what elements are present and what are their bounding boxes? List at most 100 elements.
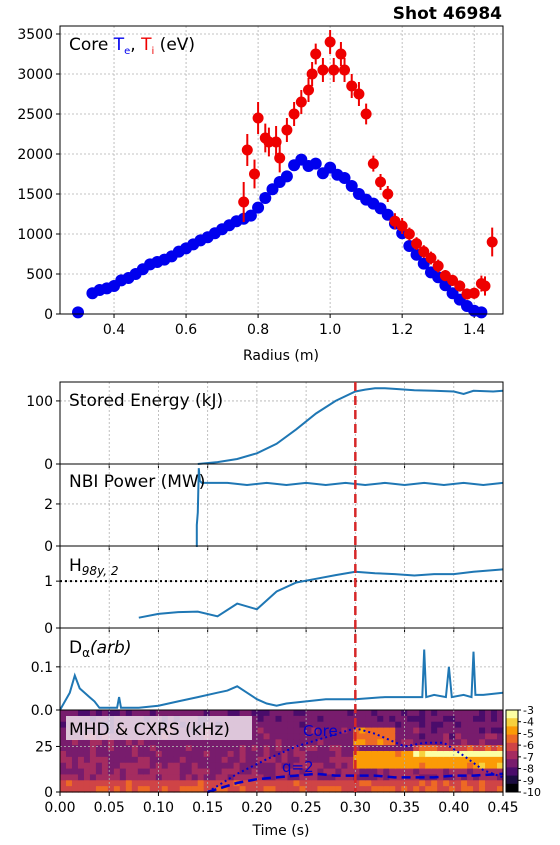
spectrogram-cell [107,762,115,770]
spectrogram-cell [491,733,498,740]
spectrogram-cell [455,762,462,770]
spectrogram-cell [227,745,235,752]
spectrogram-cell [287,745,295,752]
spectrogram-cell [179,762,187,770]
spectrogram-cell [419,727,426,735]
spectrogram-cell [245,786,253,793]
colorbar-tick-label: -7 [523,751,534,764]
spectrogram-cell [377,745,384,752]
nbi-title: NBI Power (MW) [69,472,205,492]
ti-point [303,84,315,96]
spectrogram-cell [293,710,301,717]
spectrogram-cell [287,727,295,735]
spectrogram-cell [191,745,199,752]
ti-point [306,68,318,80]
spectrogram-cell [341,715,348,723]
spectrogram-cell [299,710,307,717]
spectrogram-cell [197,786,205,793]
x-tick-label: 1.2 [391,322,413,338]
spectrogram-cell [107,751,115,758]
spectrogram-cell [95,739,103,746]
spectrogram-cell [197,739,205,746]
spectrogram-cell [335,756,342,764]
spectrogram-cell [83,751,91,758]
spectrogram-cell [329,745,336,752]
spectrogram-cell [143,710,151,717]
spectrogram-cell [317,768,325,776]
spectrogram-cell [461,739,468,746]
spectrogram-cell [191,786,199,793]
spectrogram-cell [425,745,432,752]
spectrogram-cell [401,710,408,717]
spectrogram-cell [311,780,319,787]
spectrogram-cell [65,786,73,793]
spectrogram-cell [479,768,486,776]
y-tick-label: 0 [44,457,53,473]
spectrogram-cell [239,756,247,764]
spectrogram-cell [179,739,187,746]
spectrogram-cell [419,745,426,752]
spectrogram-cell [449,774,456,781]
spectrogram-cell [311,768,319,776]
spectrogram-cell [437,733,444,740]
stored-energy-line [197,387,504,465]
spectrogram-cell [359,739,366,746]
spectrogram-cell [419,756,426,764]
spectrogram-cell [251,786,259,793]
ti-point [317,64,329,76]
ti-sub: i [152,46,155,57]
colorbar-segment [506,751,518,760]
spectrogram-cell [209,780,217,787]
stored-energy-panel: 0 100 Stored Energy (kJ) [26,381,504,473]
spectrogram-cell [239,751,247,758]
spectrogram-cell [323,780,330,787]
spectrogram-cell [107,739,115,746]
spectrogram-cell [413,727,420,735]
x-tick-label: 0.8 [247,322,269,338]
spectrogram-cell [293,733,301,740]
spectrogram-cell [395,710,402,717]
h98-title-main: H [69,556,82,576]
spectrogram-cell [275,768,283,776]
spectrogram-cell [77,768,85,776]
spectrogram-cell [395,751,402,758]
spectrogram-cell [245,756,253,764]
spectrogram-cell [263,751,271,758]
spectrogram-cell [317,733,325,740]
spectrogram-cell [161,710,169,717]
spectrogram-cell [227,786,235,793]
spectrogram-cell [305,774,313,781]
spectrogram-cell [299,762,307,770]
spectrogram-cell [425,756,432,764]
spectrogram-cell [275,780,283,787]
spectrogram-cell [245,768,253,776]
spectrogram-cell [491,721,498,729]
spectrogram-cell [167,756,175,764]
x-tick-label: 0.05 [94,800,125,816]
spectrogram-cell [365,727,372,735]
ti-point [367,158,379,170]
spectrogram-cell [95,762,103,770]
spectrogram-cell [485,768,492,776]
spectrogram-cell [317,715,325,723]
spectrogram-cell [60,721,67,729]
spectrogram-cell [251,751,259,758]
colorbar-tick-label: -8 [523,763,534,776]
spectrogram-cell [437,745,444,752]
spectrogram-cell [191,710,199,717]
spectrogram-cell [119,768,127,776]
spectrogram-cell [497,727,504,735]
spectrogram-cell [389,762,396,770]
spectrogram-cell [233,774,241,781]
spectrogram-cell [371,727,378,735]
spectrogram-cell [143,751,151,758]
spectrogram-cell [479,762,486,770]
spectrogram-cell [383,739,390,746]
spectrogram-cell [143,739,151,746]
spectrogram-cell [425,762,432,770]
spectrogram-cell [311,786,319,793]
spectrogram-cell [251,774,259,781]
y-tick-label: 1 [44,574,53,590]
spectrogram-cell [335,774,342,781]
spectrogram-cell [467,715,474,723]
